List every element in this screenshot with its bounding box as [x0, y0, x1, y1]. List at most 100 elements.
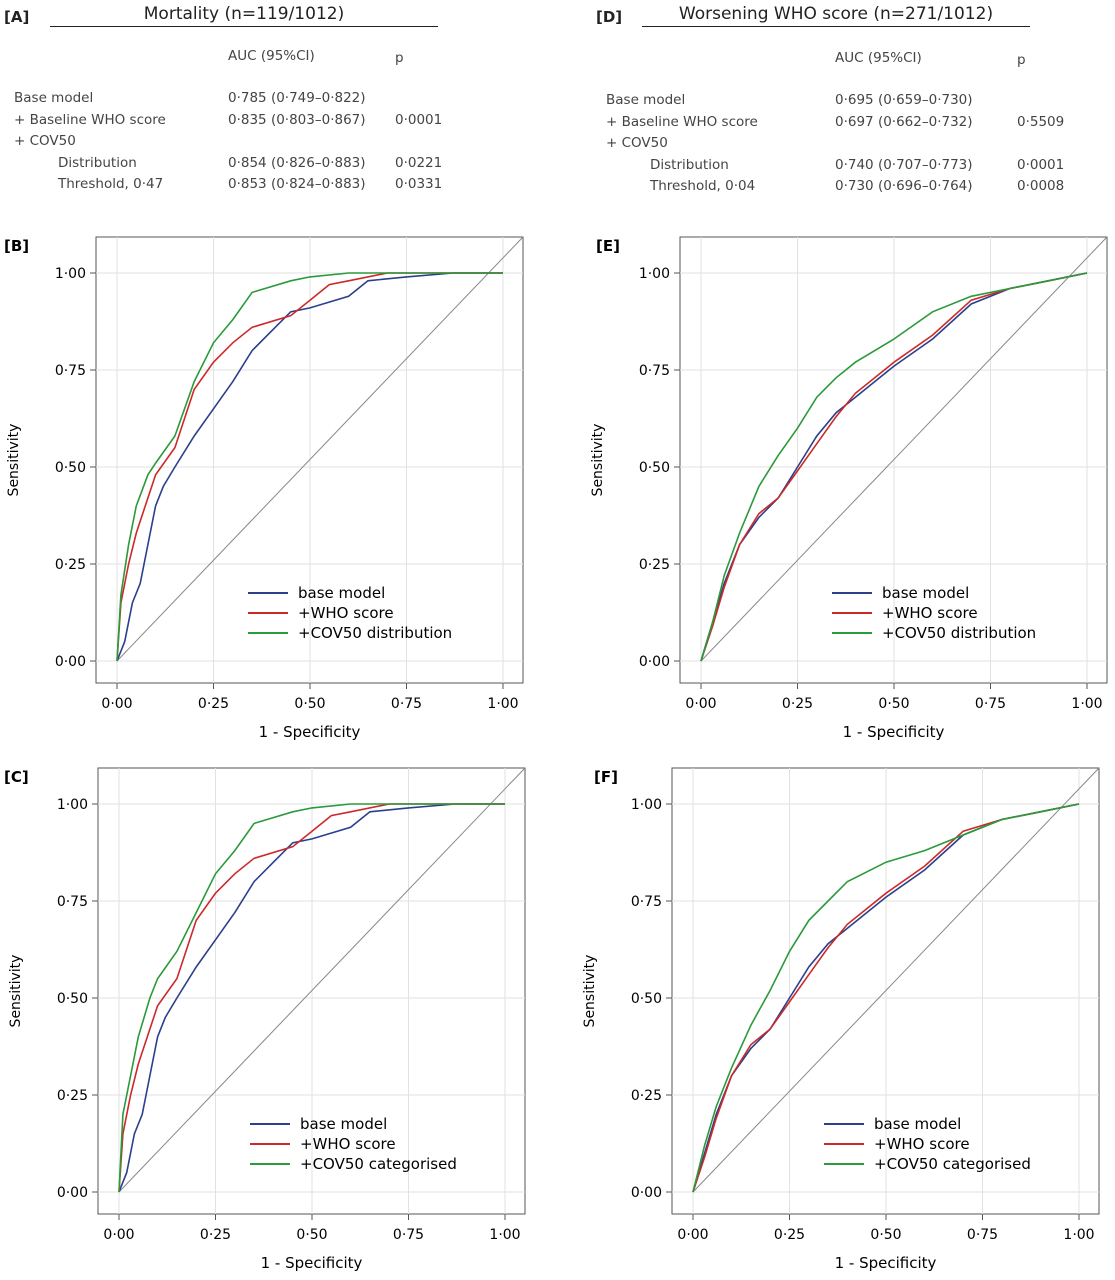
y-axis-label: Sensitivity — [6, 424, 22, 497]
col-p: p — [395, 50, 404, 66]
panel-label: [A] — [4, 8, 30, 26]
x-tick-label: 1·00 — [487, 696, 518, 712]
x-tick-label: 0·00 — [677, 1227, 708, 1243]
legend-label: +COV50 distribution — [882, 624, 1036, 642]
table-cell-auc: 0·730 (0·696–0·764) — [835, 178, 973, 194]
table-cell-auc: 0·853 (0·824–0·883) — [228, 176, 366, 192]
table-cell-p: 0·0001 — [1017, 156, 1065, 173]
reference-diagonal — [118, 767, 526, 1193]
table-title: Mortality (n=119/1012) — [50, 4, 438, 27]
y-tick-label: 1·00 — [55, 266, 86, 282]
x-tick-label: 0·25 — [200, 1227, 231, 1243]
col-auc: AUC (95%CI) — [835, 50, 922, 66]
table-cell-p: 0·5509 — [1017, 113, 1065, 130]
x-tick-label: 0·75 — [967, 1227, 998, 1243]
x-tick-label: 0·00 — [101, 696, 132, 712]
y-axis-label: Sensitivity — [590, 424, 606, 497]
legend-label: +WHO score — [874, 1135, 970, 1153]
table-cell-name: Base model — [14, 90, 94, 106]
table-cell-name: Base model — [606, 92, 686, 108]
roc-curve-1 — [692, 803, 1080, 1193]
panel-label: [E] — [596, 237, 620, 255]
legend-label: +COV50 categorised — [874, 1155, 1031, 1173]
y-tick-label: 0·00 — [55, 654, 86, 670]
roc-curve-1 — [700, 272, 1088, 662]
table-title: Worsening WHO score (n=271/1012) — [642, 4, 1030, 27]
x-axis-label: 1 - Specificity — [261, 1254, 363, 1272]
x-tick-label: 0·50 — [878, 696, 909, 712]
x-tick-label: 0·25 — [774, 1227, 805, 1243]
y-tick-label: 0·00 — [631, 1185, 662, 1201]
x-tick-label: 1·00 — [489, 1227, 520, 1243]
table-cell-auc: 0·835 (0·803–0·867) — [228, 111, 366, 128]
table-cell-auc: 0·854 (0·826–0·883) — [228, 154, 366, 171]
x-axis-label: 1 - Specificity — [259, 723, 361, 741]
legend-label: base model — [300, 1115, 387, 1133]
panel-label: [C] — [4, 768, 29, 786]
roc-curve-2 — [692, 803, 1080, 1193]
y-tick-label: 0·50 — [57, 991, 88, 1007]
roc-curve-0 — [118, 803, 505, 1193]
y-tick-label: 1·00 — [631, 797, 662, 813]
legend-label: +WHO score — [298, 604, 394, 622]
legend-label: base model — [298, 584, 385, 602]
y-tick-label: 0·75 — [631, 894, 662, 910]
table-mortality: [A] Mortality (n=119/1012) AUC (95%CI) p… — [0, 0, 560, 200]
y-tick-label: 0·25 — [57, 1088, 88, 1104]
panel-label: [F] — [594, 768, 618, 786]
table-worsening: [D] Worsening WHO score (n=271/1012) AUC… — [560, 0, 1115, 200]
x-tick-label: 0·00 — [685, 696, 716, 712]
legend-label: base model — [874, 1115, 961, 1133]
roc-curve-1 — [116, 272, 503, 662]
table-cell-name: + COV50 — [14, 133, 76, 149]
y-tick-label: 0·75 — [55, 363, 86, 379]
y-tick-label: 1·00 — [639, 266, 670, 282]
y-tick-label: 0·25 — [639, 557, 670, 573]
y-tick-label: 0·25 — [55, 557, 86, 573]
x-tick-label: 1·00 — [1063, 1227, 1094, 1243]
table-cell-auc: 0·785 (0·749–0·822) — [228, 90, 366, 106]
x-axis-label: 1 - Specificity — [843, 723, 945, 741]
y-axis-label: Sensitivity — [582, 955, 598, 1028]
roc-chart-e: [E] 0·00 0·00 0·25 0·25 0·50 0·50 0·75 0·75 1·00 1… — [590, 236, 1108, 741]
x-tick-label: 0·75 — [975, 696, 1006, 712]
table-cell-name: Threshold, 0·04 — [650, 178, 756, 194]
legend-label: base model — [882, 584, 969, 602]
x-tick-label: 1·00 — [1071, 696, 1102, 712]
table-cell-p: 0·0001 — [395, 111, 443, 128]
table-cell-name: Distribution — [58, 154, 137, 171]
table-cell-name: + Baseline WHO score — [606, 113, 758, 130]
y-tick-label: 0·75 — [639, 363, 670, 379]
x-tick-label: 0·50 — [294, 696, 325, 712]
table-cell-auc: 0·697 (0·662–0·732) — [835, 113, 973, 130]
reference-diagonal — [116, 236, 524, 662]
roc-chart-f: [F] 0·00 0·00 0·25 0·25 0·50 0·50 0·75 0·75 1·00 1… — [582, 767, 1100, 1272]
y-tick-label: 0·00 — [639, 654, 670, 670]
col-auc: AUC (95%CI) — [228, 48, 315, 64]
y-tick-label: 0·50 — [631, 991, 662, 1007]
x-tick-label: 0·25 — [198, 696, 229, 712]
y-tick-label: 1·00 — [57, 797, 88, 813]
table-cell-name: Distribution — [650, 156, 729, 173]
y-tick-label: 0·25 — [631, 1088, 662, 1104]
col-p: p — [1017, 52, 1026, 68]
roc-chart-b: [B] 0·00 0·00 0·25 0·25 0·50 0·50 0·75 0·75 1·00 1… — [4, 236, 524, 741]
roc-curve-2 — [118, 803, 505, 1193]
table-cell-name: + Baseline WHO score — [14, 111, 166, 128]
table-cell-auc: 0·740 (0·707–0·773) — [835, 156, 973, 173]
table-cell-p: 0·0008 — [1017, 178, 1065, 194]
legend-label: +COV50 distribution — [298, 624, 452, 642]
panel-label: [D] — [596, 8, 623, 26]
reference-diagonal — [692, 767, 1100, 1193]
y-tick-label: 0·00 — [57, 1185, 88, 1201]
y-tick-label: 0·50 — [55, 460, 86, 476]
roc-chart-c: [C] 0·00 0·00 0·25 0·25 0·50 0·50 0·75 0·75 1·00 1… — [4, 767, 526, 1272]
panel-label: [B] — [4, 237, 29, 255]
x-axis-label: 1 - Specificity — [835, 1254, 937, 1272]
y-tick-label: 0·75 — [57, 894, 88, 910]
roc-curve-1 — [118, 803, 505, 1193]
x-tick-label: 0·50 — [870, 1227, 901, 1243]
y-tick-label: 0·50 — [639, 460, 670, 476]
roc-curve-2 — [700, 272, 1088, 662]
